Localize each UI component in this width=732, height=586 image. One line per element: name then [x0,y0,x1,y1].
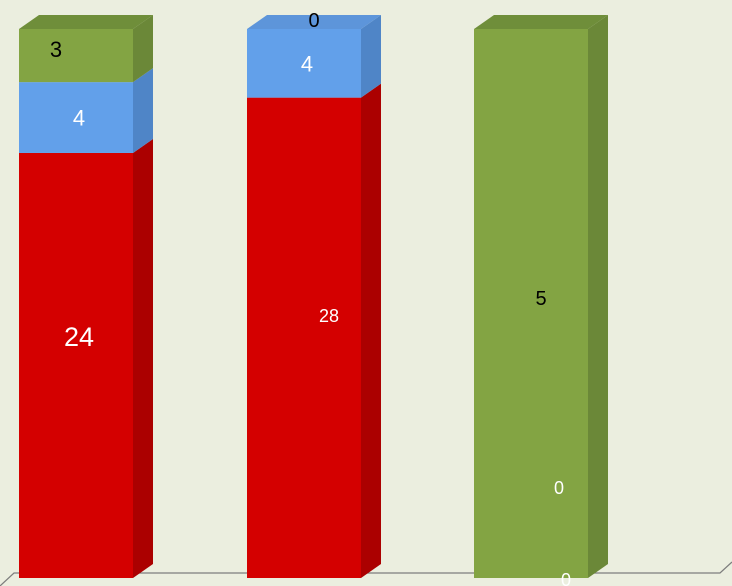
bar-1-series-3-side [133,15,153,83]
bar-1-top [19,15,153,29]
bar-2-series-2 [247,29,361,98]
bar-2-series-1-side [361,83,381,578]
data-label-bar-2-series-1: 28 [319,306,339,326]
bar-3-top [474,15,608,29]
bar-2-top [247,15,381,29]
bar-1-series-3 [19,29,133,83]
data-label-bar-2-series-3: 0 [308,10,319,32]
bar-2-series-2-side [361,15,381,98]
data-label-bar-1-series-2: 4 [73,106,85,131]
bar-2-series-1 [247,97,361,578]
bar-1-series-2 [19,82,133,153]
bar-1-series-1 [19,152,133,578]
bar-1-series-2-side [133,68,153,153]
bar-1-series-1-side [133,138,153,578]
data-label-bar-3-series-2: 0 [554,478,564,498]
bar-3-series-3-side [588,15,608,578]
data-label-bar-1-series-3: 3 [50,37,62,62]
bar-3-series-3 [474,29,588,578]
data-label-bar-2-series-2: 4 [301,51,313,76]
data-label-bar-1-series-1: 24 [64,322,94,352]
data-label-bar-3-series-1: 0 [561,570,571,586]
data-label-bar-3-series-3: 5 [535,288,546,310]
